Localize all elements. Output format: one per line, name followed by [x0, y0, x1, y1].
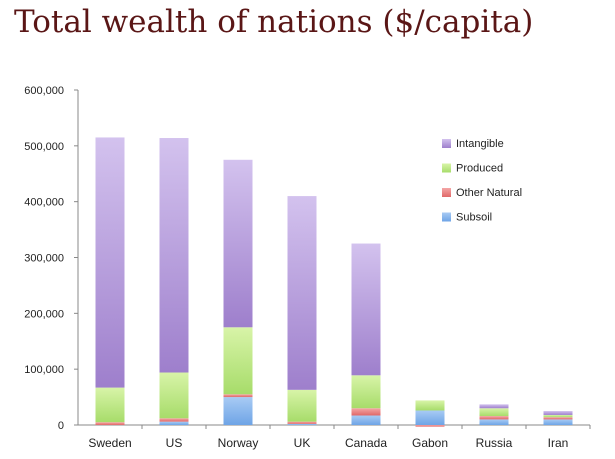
legend-label-produced: Produced — [456, 163, 503, 175]
bar-russia-other-natural — [479, 416, 509, 420]
bar-uk-other-natural — [287, 421, 317, 424]
bar-gabon-other-natural — [415, 425, 445, 427]
bar-iran-other-natural — [543, 417, 573, 420]
x-tick-label-uk: UK — [294, 436, 311, 450]
bar-gabon-produced — [415, 400, 445, 411]
bar-sweden-intangible — [95, 137, 125, 388]
bar-us-subsoil — [159, 421, 189, 425]
legend-swatch-produced — [442, 163, 451, 173]
bar-russia-produced — [479, 408, 509, 417]
legend-label-intangible: Intangible — [456, 138, 504, 150]
legend-swatch-intangible — [442, 139, 451, 148]
bar-norway-produced — [223, 327, 253, 395]
x-tick-label-us: US — [166, 436, 183, 450]
bar-canada-intangible — [351, 243, 381, 376]
bar-canada-produced — [351, 375, 381, 409]
bar-canada-subsoil — [351, 415, 381, 425]
bar-sweden-other-natural — [95, 422, 125, 425]
legend-swatch-other-natural — [442, 188, 451, 197]
bar-gabon-subsoil — [415, 410, 445, 425]
bar-iran-subsoil — [543, 419, 573, 425]
x-tick-label-norway: Norway — [218, 436, 259, 450]
x-tick-label-iran: Iran — [548, 436, 569, 450]
bar-us-intangible — [159, 138, 189, 373]
bar-norway-other-natural — [223, 394, 253, 398]
bar-us-other-natural — [159, 418, 189, 422]
bar-us-produced — [159, 372, 189, 419]
chart-axes: 0 100,000 200,000 300,000 400,000 500,000 600,… — [24, 85, 591, 450]
bar-iran-produced — [543, 414, 573, 418]
legend-label-other-natural: Other Natural — [456, 187, 522, 199]
bar-russia-subsoil — [479, 419, 509, 425]
x-tick-label-sweden: Sweden — [88, 436, 131, 450]
x-tick-label-canada: Canada — [345, 436, 387, 450]
bar-uk-subsoil — [287, 423, 317, 425]
y-tick-label: 300,000 — [24, 253, 64, 265]
bar-sweden-produced — [95, 387, 125, 423]
bar-russia-intangible — [479, 404, 509, 409]
y-tick-label: 600,000 — [24, 85, 64, 97]
y-tick-label: 500,000 — [24, 141, 64, 153]
bar-canada-other-natural — [351, 408, 381, 416]
legend-swatch-subsoil — [442, 212, 451, 222]
chart-bars — [95, 137, 573, 427]
y-tick-label: 0 — [58, 420, 64, 432]
y-tick-label: 100,000 — [24, 364, 64, 376]
y-tick-label: 200,000 — [24, 308, 64, 320]
bar-norway-subsoil — [223, 397, 253, 425]
chart-legend: Intangible Produced Other Natural Subsoil — [442, 138, 522, 224]
x-tick-label-russia: Russia — [476, 436, 513, 450]
y-tick-label: 400,000 — [24, 197, 64, 209]
bar-norway-intangible — [223, 159, 253, 328]
chart-title: Total wealth of nations ($/capita) — [14, 4, 534, 40]
bar-uk-produced — [287, 389, 317, 422]
legend-label-subsoil: Subsoil — [456, 212, 492, 224]
x-tick-label-gabon: Gabon — [412, 436, 448, 450]
bar-iran-intangible — [543, 411, 573, 415]
bar-uk-intangible — [287, 196, 317, 390]
